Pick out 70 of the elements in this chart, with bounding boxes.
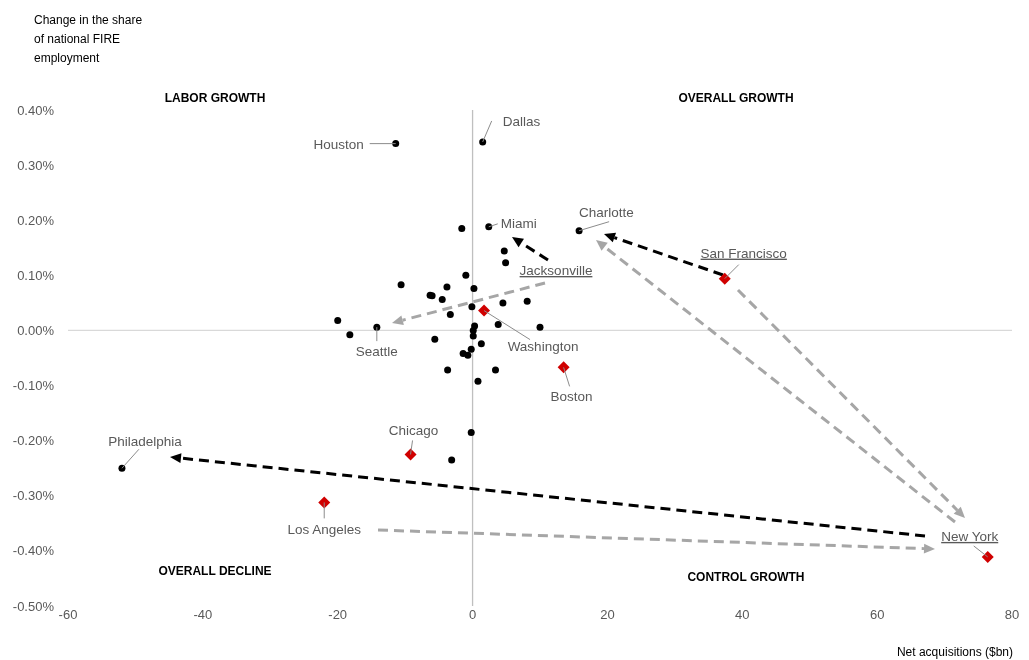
point	[467, 428, 475, 436]
point	[431, 335, 439, 343]
x-tick-label: 0	[468, 607, 477, 623]
point	[468, 303, 476, 311]
text: OVERALL GROWTH	[678, 91, 794, 105]
y-tick-label: 0.20%	[17, 212, 55, 228]
annotation: OVERALL DECLINE	[158, 564, 272, 578]
annotation: CONTROL GROWTH	[687, 570, 805, 584]
x-tick-label: 60	[869, 607, 885, 623]
y-tick-label: 0.00%	[17, 322, 55, 338]
y-axis-title: Change in the share of national FIRE employment	[34, 13, 143, 65]
annotation: Dallas	[502, 113, 541, 129]
y-tick-label: 0.10%	[17, 267, 55, 283]
text: LABOR GROWTH	[164, 91, 266, 105]
point	[469, 332, 477, 340]
point	[318, 496, 331, 509]
point	[444, 366, 452, 374]
point	[557, 361, 570, 374]
point	[346, 331, 354, 339]
point	[464, 351, 472, 359]
point	[404, 448, 417, 461]
point	[492, 366, 499, 374]
point	[458, 224, 466, 232]
annotation: Philadelphia	[108, 434, 183, 450]
x-tick-label: 80	[1004, 607, 1020, 623]
y-tick-label: -0.30%	[12, 488, 55, 504]
annotation: Miami	[500, 215, 537, 231]
point	[502, 259, 510, 267]
point	[478, 304, 491, 317]
y-tick-label: -0.40%	[12, 543, 55, 559]
point	[470, 285, 478, 293]
annotation: Houston	[313, 136, 364, 152]
x-tick-label: -40	[193, 607, 213, 623]
point	[523, 297, 531, 305]
point	[500, 247, 508, 255]
x-tick-label: -20	[328, 607, 348, 623]
point	[536, 323, 544, 331]
point	[462, 271, 470, 279]
x-tick-label: -60	[58, 607, 78, 623]
y-tick-label: -0.10%	[12, 378, 55, 394]
annotation: Chicago	[388, 423, 439, 439]
y-tick-label: 0.40%	[17, 102, 55, 118]
point	[443, 283, 451, 291]
point	[467, 345, 475, 353]
annotation: Washington	[507, 338, 579, 354]
annotation: Los Angeles	[287, 522, 362, 538]
point	[397, 281, 405, 289]
annotation: Charlotte	[579, 204, 634, 220]
annotation: New York	[941, 528, 999, 544]
point	[494, 320, 502, 328]
point	[446, 310, 454, 318]
point	[438, 296, 446, 304]
y-tick-label: -0.20%	[12, 433, 55, 449]
x-tick-label: 40	[735, 607, 750, 623]
point	[448, 456, 456, 464]
point	[981, 550, 994, 563]
point	[474, 377, 482, 385]
x-tick-label: 20	[600, 607, 615, 623]
point	[718, 272, 731, 285]
point	[118, 464, 126, 472]
point	[477, 340, 485, 348]
y-tick-label: -0.50%	[12, 598, 55, 614]
annotation: San Francisco	[700, 245, 787, 261]
annotation: Seattle	[355, 344, 398, 360]
annotation: Jacksonville	[519, 263, 593, 278]
y-tick-label: 0.30%	[17, 157, 55, 173]
point	[334, 317, 342, 325]
point	[499, 299, 507, 307]
annotation: Boston	[550, 389, 593, 405]
x-axis-title: Net acquisitions ($bn)	[896, 645, 1013, 659]
